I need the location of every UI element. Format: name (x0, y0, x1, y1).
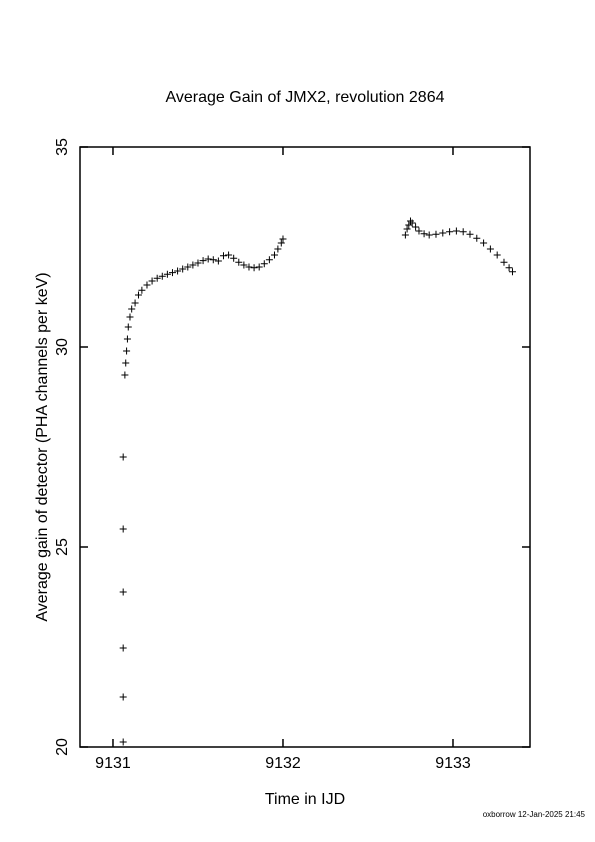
y-tick-label: 30 (54, 338, 71, 356)
y-axis-label: Average gain of detector (PHA channels p… (34, 272, 51, 621)
y-tick-label: 25 (54, 538, 71, 556)
point (245, 263, 253, 271)
plot-frame (79, 146, 531, 748)
point (415, 227, 423, 235)
y-tick-label: 20 (54, 738, 71, 756)
point (260, 260, 268, 268)
point (119, 453, 127, 461)
footer: oxborrow 12-Jan-2025 21:45 (483, 810, 586, 819)
x-tick-label: 9131 (95, 755, 131, 772)
point (124, 323, 132, 331)
point (168, 269, 176, 277)
point (401, 231, 409, 239)
x-tick-label: 9133 (435, 755, 471, 772)
point (480, 239, 488, 247)
point (119, 738, 127, 746)
point (408, 219, 416, 227)
point (119, 693, 127, 701)
point (209, 256, 217, 264)
point (126, 313, 134, 321)
point (143, 281, 151, 289)
point (412, 223, 420, 231)
point (265, 256, 273, 264)
point (279, 235, 287, 243)
point (199, 257, 207, 265)
point (148, 277, 156, 285)
point (214, 257, 222, 265)
point (230, 254, 238, 262)
point (219, 252, 227, 260)
point (240, 261, 248, 269)
point (128, 305, 136, 313)
point (174, 267, 182, 275)
point (123, 335, 131, 343)
point (119, 525, 127, 533)
y-tick-label: 35 (54, 138, 71, 156)
point (274, 245, 282, 253)
point (452, 227, 460, 235)
point (403, 225, 411, 233)
point (119, 588, 127, 596)
point (235, 258, 243, 266)
point (158, 272, 166, 280)
chart-title: Average Gain of JMX2, revolution 2864 (166, 89, 445, 106)
point (123, 347, 131, 355)
point (131, 299, 139, 307)
point (439, 229, 447, 237)
point (138, 286, 146, 294)
point (420, 230, 428, 238)
point (493, 251, 501, 259)
point (466, 230, 474, 238)
point (179, 265, 187, 273)
point (119, 644, 127, 652)
point (459, 228, 467, 236)
point (153, 274, 161, 282)
point (184, 263, 192, 271)
point (163, 270, 171, 278)
point (250, 264, 258, 272)
point (446, 228, 454, 236)
point (255, 263, 263, 271)
point (486, 245, 494, 253)
point (508, 268, 516, 276)
x-axis-label: Time in IJD (265, 791, 345, 808)
point (122, 359, 130, 367)
point (425, 231, 433, 239)
point (189, 261, 197, 269)
point (194, 259, 202, 267)
point (121, 371, 129, 379)
point (225, 251, 233, 259)
point (473, 234, 481, 242)
point (277, 239, 285, 247)
point (432, 230, 440, 238)
x-tick-label: 9132 (265, 755, 301, 772)
point (505, 264, 513, 272)
point (500, 258, 508, 266)
point (270, 251, 278, 259)
point (134, 291, 142, 299)
point (204, 255, 212, 263)
